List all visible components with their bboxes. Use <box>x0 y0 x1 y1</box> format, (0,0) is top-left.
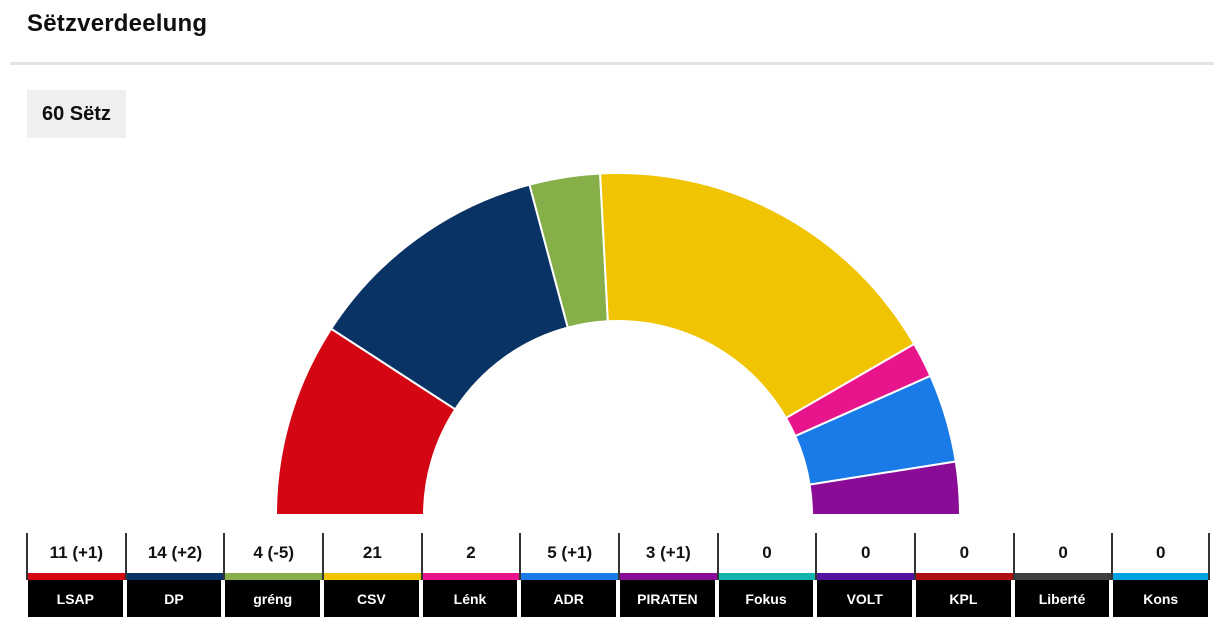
page-title: Sëtzverdeelung <box>27 10 208 37</box>
party-value-cell: 4 (-5) <box>223 533 323 580</box>
party-color-strip <box>324 573 421 580</box>
party-seats-value: 5 (+1) <box>547 543 593 562</box>
party-seats-value: 0 <box>959 543 970 562</box>
party-name-label: CSV <box>324 580 419 617</box>
party-color-strip <box>916 573 1013 580</box>
party-value-cell: 14 (+2) <box>124 533 224 580</box>
party-name-label: Lénk <box>422 580 518 617</box>
party-color-strip <box>225 573 323 580</box>
party-color-strip <box>1113 573 1209 580</box>
party-column-VOLT: 0 VOLT <box>815 533 915 617</box>
party-name-label: PIRATEN <box>620 580 715 617</box>
party-value-cell: 5 (+1) <box>519 533 619 580</box>
party-seats-value: 0 <box>860 543 871 562</box>
party-column-LSAP: 11 (+1) LSAP <box>26 533 125 617</box>
total-seats-badge: 60 Sëtz <box>27 90 126 138</box>
party-seats-value: 14 (+2) <box>147 543 203 562</box>
seat-donut-chart <box>275 172 961 516</box>
party-name-label: gréng <box>225 580 321 617</box>
party-value-cell: 0 <box>914 533 1013 580</box>
party-column-Kons: 0 Kons <box>1111 533 1211 617</box>
party-name-label: Liberté <box>1014 580 1110 617</box>
party-column-KPL: 0 KPL <box>914 533 1013 617</box>
party-column-gréng: 4 (-5) gréng <box>223 533 323 617</box>
party-seats-value: 11 (+1) <box>49 543 104 562</box>
party-color-strip <box>620 573 717 580</box>
party-column-ADR: 5 (+1) ADR <box>519 533 619 617</box>
party-seats-value: 2 <box>466 543 476 562</box>
party-name-label: Fokus <box>718 580 814 617</box>
party-color-strip <box>1014 573 1112 580</box>
party-color-strip <box>126 573 224 580</box>
chart-segment-PIRATEN <box>808 460 961 516</box>
party-seats-value: 0 <box>1155 543 1166 562</box>
chart-segment-CSV <box>599 172 916 419</box>
party-color-strip <box>28 573 125 580</box>
party-name-label: KPL <box>916 580 1011 617</box>
party-column-Liberté: 0 Liberté <box>1012 533 1112 617</box>
party-value-cell: 0 <box>815 533 915 580</box>
party-value-cell: 3 (+1) <box>618 533 717 580</box>
party-seats-value: 3 (+1) <box>645 543 691 562</box>
party-table: 11 (+1) LSAP 14 (+2) DP 4 (-5) gréng 21 CSV 2 Lén… <box>26 533 1211 617</box>
party-name-label: DP <box>126 580 222 617</box>
party-color-strip <box>817 573 915 580</box>
party-seats-value: 4 (-5) <box>253 543 294 562</box>
party-column-PIRATEN: 3 (+1) PIRATEN <box>618 533 717 617</box>
party-value-cell: 0 <box>716 533 816 580</box>
party-color-strip <box>422 573 520 580</box>
party-color-strip <box>718 573 816 580</box>
party-value-cell: 21 <box>322 533 421 580</box>
party-seats-value: 0 <box>762 543 772 562</box>
party-name-label: VOLT <box>817 580 913 617</box>
party-color-strip <box>521 573 619 580</box>
party-name-label: Kons <box>1113 580 1209 617</box>
party-seats-value: 0 <box>1058 543 1068 562</box>
party-column-Fokus: 0 Fokus <box>716 533 816 617</box>
party-seats-value: 21 <box>362 543 382 562</box>
party-value-cell: 2 <box>420 533 520 580</box>
party-value-cell: 11 (+1) <box>26 533 125 580</box>
party-column-Lénk: 2 Lénk <box>420 533 520 617</box>
party-name-label: ADR <box>521 580 617 617</box>
party-column-DP: 14 (+2) DP <box>124 533 224 617</box>
title-divider <box>10 62 1214 65</box>
party-value-cell: 0 <box>1111 533 1211 580</box>
party-name-label: LSAP <box>28 580 123 617</box>
party-column-CSV: 21 CSV <box>322 533 421 617</box>
party-value-cell: 0 <box>1012 533 1112 580</box>
